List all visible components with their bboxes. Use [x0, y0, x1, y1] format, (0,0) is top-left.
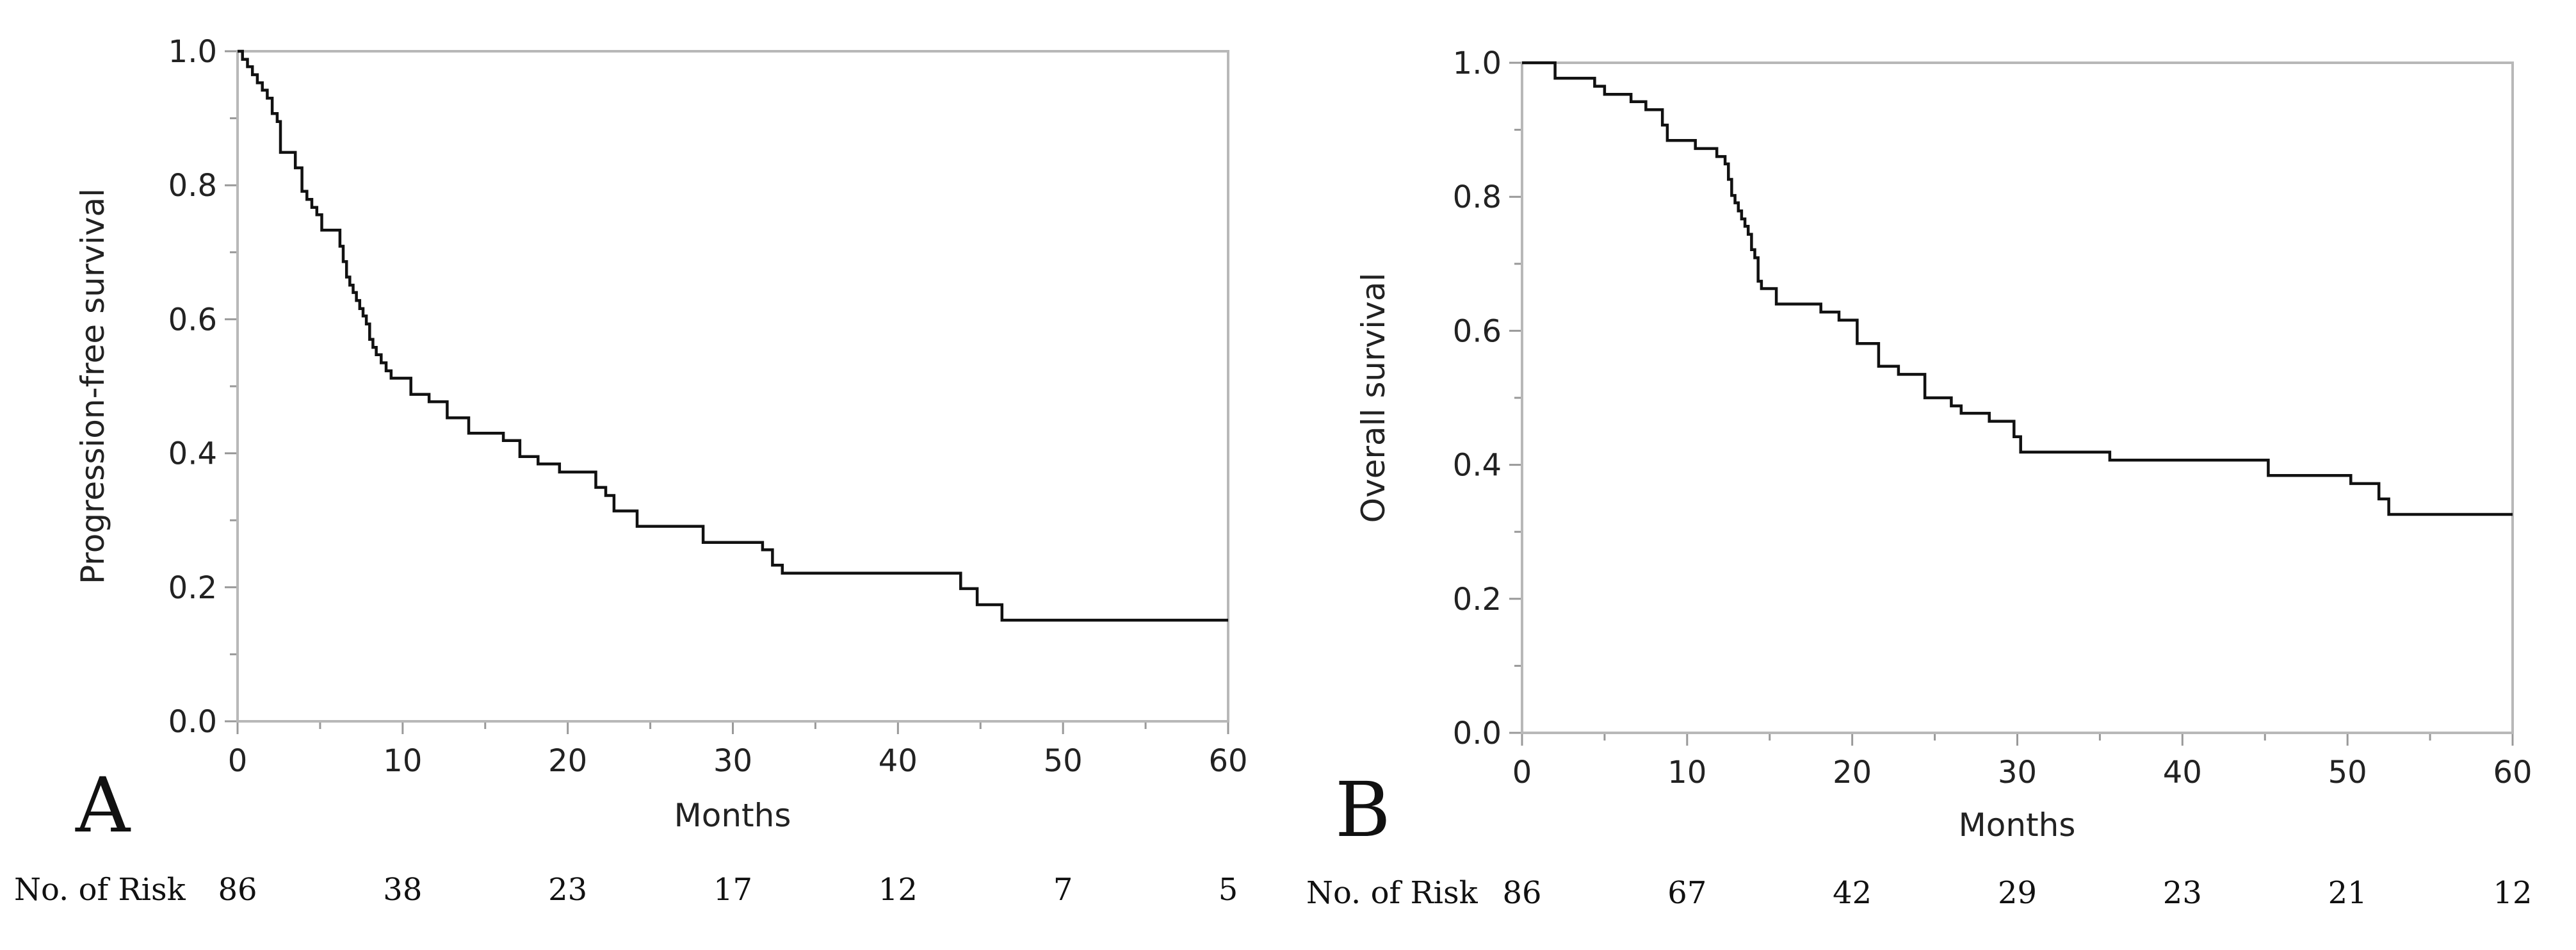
panel-a-letter: A — [75, 761, 131, 849]
panel-a-y-tick-label: 0.6 — [168, 302, 217, 338]
panel-b-plot-frame — [1521, 61, 2514, 734]
panel-b-risk-value: 23 — [2163, 875, 2202, 911]
panel-b-x-tick-label: 20 — [1833, 755, 1872, 790]
panel-a-x-tick-label: 30 — [713, 743, 752, 779]
panel-a-progression-free-survival: 0 10 20 30 40 50 60 0.0 0.2 0.4 0.6 0.8 1.0 Months P… — [74, 34, 1248, 849]
panel-a-risk-value: 17 — [713, 872, 752, 908]
panel-b-x-tick-label: 30 — [1998, 755, 2037, 790]
panel-a-x-axis-label: Months — [674, 797, 791, 834]
panel-b-y-axis-label: Overall survival — [1355, 273, 1392, 523]
panel-a-risk-value: 38 — [383, 872, 422, 908]
panel-b-y-tick-label: 0.4 — [1453, 448, 1502, 484]
panel-a-y-tick-label: 0.4 — [168, 436, 217, 472]
panel-b-x-axis-label: Months — [1959, 807, 2076, 844]
panel-b-risk-value: 67 — [1667, 875, 1706, 911]
panel-a-y-tick-label: 0.0 — [168, 704, 217, 740]
panel-a-risk-value: 5 — [1219, 872, 1238, 908]
panel-b-y-tick-label: 1.0 — [1453, 45, 1502, 81]
panel-b-risk-value: 29 — [1998, 875, 2037, 911]
panel-b-y-tick-label: 0.0 — [1453, 716, 1502, 751]
panel-b-risk-value: 86 — [1502, 875, 1541, 911]
panel-b-risk-value: 12 — [2493, 875, 2532, 911]
panel-b-x-tick-label: 40 — [2163, 755, 2202, 790]
panel-a-y-axis-label: Progression-free survival — [74, 188, 111, 584]
panel-b-y-tick-label: 0.6 — [1453, 313, 1502, 349]
panel-b-risk-table-label: No. of Risk — [1306, 875, 1478, 911]
panel-b-x-tick-label: 10 — [1667, 755, 1706, 790]
panel-a-risk-value: 12 — [879, 872, 918, 908]
panel-a-km-curve — [238, 49, 1228, 622]
panel-a-risk-value: 7 — [1053, 872, 1073, 908]
panel-a-x-tick-label: 0 — [228, 743, 248, 779]
panel-a-x-tick-label: 20 — [548, 743, 587, 779]
panel-a-y-tick-label: 0.8 — [168, 168, 217, 204]
panel-b-overall-survival: 0 10 20 30 40 50 60 0.0 0.2 0.4 0.6 0.8 1.0 Months O… — [1335, 45, 2532, 854]
panel-a-risk-table-label: No. of Risk — [14, 872, 186, 908]
panel-b-risk-value: 42 — [1833, 875, 1872, 911]
panel-b-risk-table: 86 67 42 29 23 21 12 — [1502, 875, 2532, 911]
panel-a-x-tick-label: 10 — [383, 743, 422, 779]
panel-a-x-tick-label: 40 — [879, 743, 918, 779]
panel-a-risk-value: 86 — [218, 872, 257, 908]
panel-a-y-tick-label: 1.0 — [168, 34, 217, 70]
panel-b-km-curve — [1522, 61, 2513, 516]
panel-a-y-tick-label: 0.2 — [168, 570, 217, 606]
panel-b-x-tick-label: 60 — [2493, 755, 2532, 790]
panel-b-y-tick-label: 0.8 — [1453, 179, 1502, 215]
panel-a-risk-value: 23 — [548, 872, 587, 908]
panel-b-letter: B — [1335, 766, 1391, 854]
panel-b-risk-value: 21 — [2328, 875, 2367, 911]
panel-b-x-tick-label: 0 — [1512, 755, 1532, 790]
panel-a-risk-table: 86 38 23 17 12 7 5 — [218, 872, 1238, 908]
panel-a-plot-frame — [236, 50, 1229, 723]
panel-b-y-tick-label: 0.2 — [1453, 582, 1502, 618]
panel-b-x-tick-label: 50 — [2328, 755, 2367, 790]
panel-a-x-tick-label: 50 — [1044, 743, 1083, 779]
panel-a-x-tick-label: 60 — [1208, 743, 1247, 779]
